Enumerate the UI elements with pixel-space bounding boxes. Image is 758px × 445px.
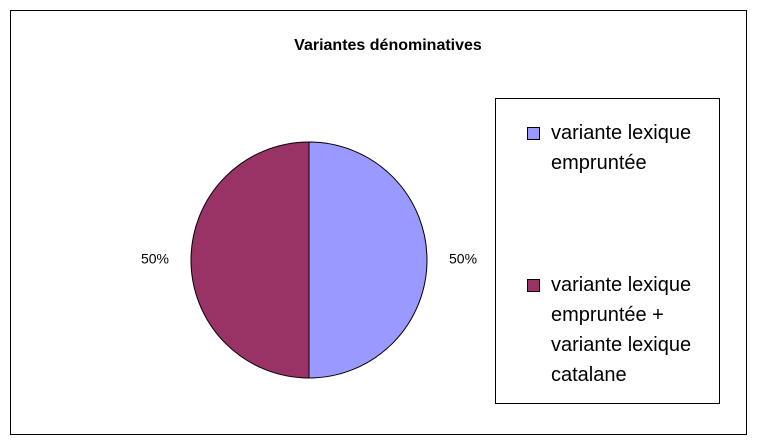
legend-label: variante lexique empruntée xyxy=(551,122,692,174)
legend-swatch xyxy=(527,279,540,292)
data-label: 50% xyxy=(141,251,169,267)
legend-swatch xyxy=(527,127,540,140)
pie-slice xyxy=(308,141,428,379)
chart-title: Variantes dénominatives xyxy=(294,37,482,54)
legend-label: variante lexique empruntée + variante le… xyxy=(551,274,692,386)
pie-slice xyxy=(190,141,310,379)
data-label: 50% xyxy=(449,251,477,267)
legend-box xyxy=(495,98,720,404)
